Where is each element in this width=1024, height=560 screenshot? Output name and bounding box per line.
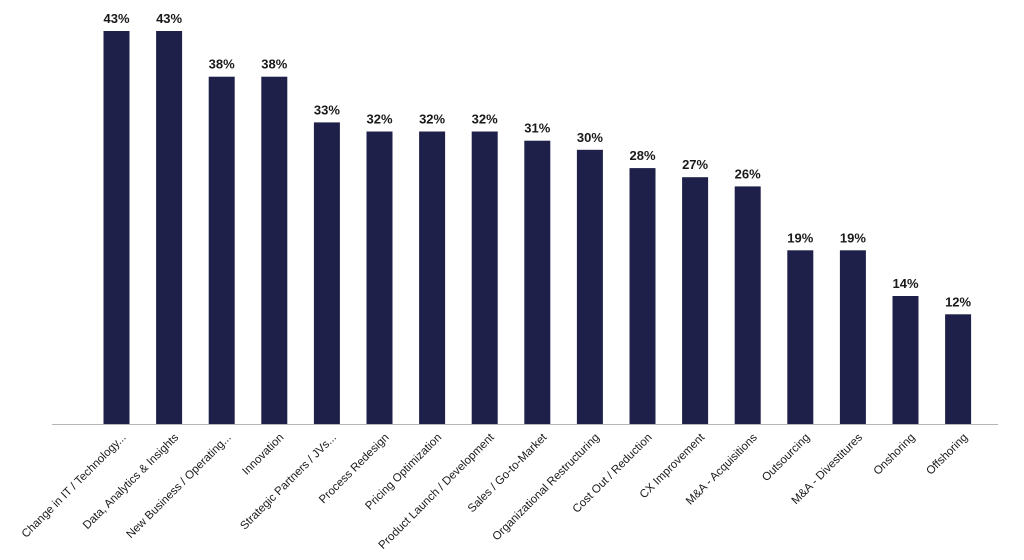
bar-value-label: 30% bbox=[577, 130, 603, 145]
bar-value-label: 27% bbox=[682, 157, 708, 172]
bar-value-label: 43% bbox=[103, 11, 129, 26]
bar-value-label: 43% bbox=[156, 11, 182, 26]
bar bbox=[156, 31, 183, 424]
bar bbox=[734, 186, 761, 424]
category-label: Product Launch / Development bbox=[377, 431, 498, 552]
bar-value-label: 31% bbox=[524, 121, 550, 136]
bar bbox=[892, 296, 919, 424]
bar-value-label: 33% bbox=[314, 102, 340, 117]
category-label: Outsourcing bbox=[760, 432, 812, 484]
bar-value-label: 19% bbox=[787, 230, 813, 245]
category-label: Offshoring bbox=[924, 432, 970, 478]
bar bbox=[208, 76, 235, 424]
bar bbox=[366, 131, 393, 424]
bar bbox=[787, 250, 814, 424]
category-label: Onshoring bbox=[872, 432, 918, 478]
bar-value-label: 38% bbox=[261, 57, 287, 72]
value-labels-group: 43% 43% 38% 38% 33% 32% 32% 32% 31% 30% 28% 27% 26% 1… bbox=[103, 11, 971, 309]
bar-value-label: 28% bbox=[629, 148, 655, 163]
bar-value-label: 19% bbox=[840, 230, 866, 245]
category-label: Innovation bbox=[240, 432, 286, 478]
category-label: Change in IT / Technology... bbox=[20, 432, 129, 541]
bar bbox=[839, 250, 866, 424]
bar-value-label: 32% bbox=[472, 112, 498, 127]
bar bbox=[471, 131, 498, 424]
category-label: Data, Analytics & Insights bbox=[81, 431, 181, 531]
bar bbox=[261, 76, 288, 424]
bar bbox=[524, 140, 551, 424]
bar-value-label: 14% bbox=[892, 276, 918, 291]
bar-value-label: 32% bbox=[419, 112, 445, 127]
bar-value-label: 26% bbox=[735, 166, 761, 181]
bars-group bbox=[103, 31, 972, 425]
bar bbox=[419, 131, 446, 424]
bar bbox=[576, 149, 603, 425]
category-label: Organizational Restructuring bbox=[490, 432, 602, 544]
bar-value-label: 38% bbox=[209, 57, 235, 72]
category-label: New Business / Operating... bbox=[125, 432, 234, 541]
bar-value-label: 12% bbox=[945, 294, 971, 309]
category-label: Strategic Partners / JVs... bbox=[238, 432, 339, 533]
bar-value-label: 32% bbox=[366, 112, 392, 127]
bar bbox=[103, 31, 130, 424]
bar bbox=[629, 168, 656, 424]
bar bbox=[313, 122, 340, 425]
category-labels-group: Change in IT / Technology...Data, Analyt… bbox=[20, 431, 970, 552]
bar bbox=[682, 177, 709, 424]
bar bbox=[945, 314, 972, 424]
